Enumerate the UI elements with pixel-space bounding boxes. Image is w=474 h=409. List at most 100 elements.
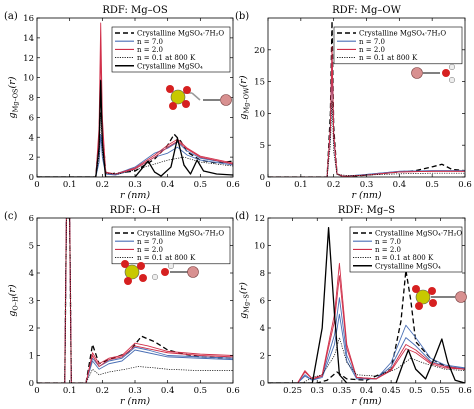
y-axis-label-sub: Mg–S [243,294,251,313]
y-tick-label: 14 [23,34,34,44]
legend-label: Crystalline MgSO₄·7H₂O [359,30,446,38]
y-axis-label-tail: (r) [238,75,249,87]
legend-label: Crystalline MgSO₄·7H₂O [375,230,462,238]
y-axis-label-main: g [7,311,18,317]
y-tick-label: 10 [254,242,265,252]
series-line-blue-3 [37,218,233,383]
y-tick-label: 12 [254,214,265,224]
x-tick-label: 0.4 [161,386,175,396]
x-tick-label: 0 [34,386,39,396]
legend-label: n = 2.0 [359,46,385,54]
y-tick-label: 2 [29,324,34,334]
series-line-red-4 [268,46,465,177]
x-tick-label: 0.5 [194,386,208,396]
series-group [37,22,233,177]
y-tick-label: 0 [260,379,265,389]
molecule-illustration-mgso4 [166,85,232,110]
y-tick-label: 12 [23,54,34,64]
legend-label: Crystalline MgSO₄·7H₂O [137,230,224,238]
x-tick-label: 0.4 [161,180,175,190]
series-line-blue-2 [268,297,465,383]
y-tick-label: 10 [254,109,265,119]
x-tick-label: 0.3 [128,386,142,396]
x-tick-label: 0.5 [194,180,208,190]
legend-label: n = 7.0 [137,38,163,46]
x-axis-label: r (nm) [120,396,150,407]
y-axis-label-main: g [238,113,249,119]
series-line-dashed-1 [37,218,233,383]
y-tick-label: 8 [260,269,265,279]
x-tick-label: 0.55 [431,386,450,396]
y-tick-label: 6 [29,113,34,123]
x-tick-label: 0.1 [294,180,308,190]
x-tick-label: 0.4 [393,180,407,190]
y-tick-label: 4 [29,133,34,143]
x-tick-label: 0.6 [458,386,472,396]
y-axis-label-tail: (r) [238,282,249,294]
chart-title: RDF: Mg–OS [102,5,168,16]
panel-label: (d) [235,211,249,222]
panel-label: (a) [4,11,18,22]
x-tick-label: 0.3 [360,180,374,190]
series-group [268,20,465,177]
x-tick-label: 0 [34,180,39,190]
series-line-blue-3 [268,313,465,383]
legend-label: n = 0.1 at 800 K [359,54,418,62]
y-tick-label: 0 [260,173,265,183]
legend-label: n = 0.1 at 800 K [375,254,434,262]
y-tick-label: 10 [23,74,34,84]
chart-panel-3: 0 0.1 0.2 0.3 0.4 0.5 0.6 0 1 2 3 4 5 6 RDF: O–H (c) r (… [4,205,240,407]
x-tick-label: 0.3 [310,386,324,396]
series-line-red-5 [268,275,465,383]
series-group [268,226,465,383]
y-tick-label: 4 [260,324,265,334]
y-tick-label: 0 [29,173,34,183]
y-tick-label: 5 [29,242,34,252]
series-line-solid-black-7 [268,226,465,383]
legend-label: Crystalline MgSO₄ [137,62,203,70]
series-line-red-4 [37,218,233,383]
y-axis-label: gMg–OS(r) [7,76,20,118]
y-axis-label-tail: (r) [7,76,18,88]
x-tick-label: 0.6 [458,180,472,190]
legend-label: n = 2.0 [375,246,401,254]
legend-label: n = 7.0 [359,38,385,46]
x-tick-label: 0.35 [332,386,351,396]
y-tick-label: 8 [29,94,34,104]
x-tick-label: 0.25 [283,386,302,396]
legend-label: n = 2.0 [137,246,163,254]
x-tick-label: 0.6 [226,386,240,396]
y-tick-label: 2 [260,352,265,362]
y-tick-label: 0 [29,379,34,389]
y-tick-label: 20 [254,46,265,56]
x-tick-label: 0.4 [360,386,374,396]
series-line-red-5 [37,218,233,383]
panel-label: (b) [235,11,249,22]
x-tick-label: 0.1 [63,180,77,190]
legend-label: n = 0.1 at 800 K [137,54,196,62]
chart-panel-1: 0 0.1 0.2 0.3 0.4 0.5 0.6 0 2 4 6 8 10 12 14 16 RDF: Mg–… [4,5,240,201]
series-line-red-5 [268,55,465,177]
y-axis-label-main: g [238,313,249,319]
series-line-dotted-6 [268,100,465,177]
x-tick-label: 0.2 [96,386,110,396]
y-axis-label-tail: (r) [7,284,18,296]
chart-panel-4: 0.25 0.3 0.35 0.4 0.45 0.5 0.55 0.6 0 2 4 6 8 10 12 RDF… [235,205,472,407]
y-tick-label: 6 [260,297,265,307]
legend-label: n = 0.1 at 800 K [137,254,196,262]
x-tick-label: 0.45 [382,386,401,396]
x-tick-label: 0.2 [96,180,110,190]
legend-label: Crystalline MgSO₄·7H₂O [137,30,224,38]
y-tick-label: 1 [29,352,34,362]
series-line-blue-2 [37,133,233,177]
chart-panel-2: 0 0.1 0.2 0.3 0.4 0.5 0.6 0 5 10 15 20 RDF: Mg–OW (b)… [235,5,472,201]
y-tick-label: 5 [260,141,265,151]
y-axis-label-sub: Mg–OS [12,89,20,113]
x-axis-label: r (nm) [351,190,381,201]
x-tick-label: 0 [265,180,270,190]
y-axis-label-sub: O–H [12,296,20,311]
